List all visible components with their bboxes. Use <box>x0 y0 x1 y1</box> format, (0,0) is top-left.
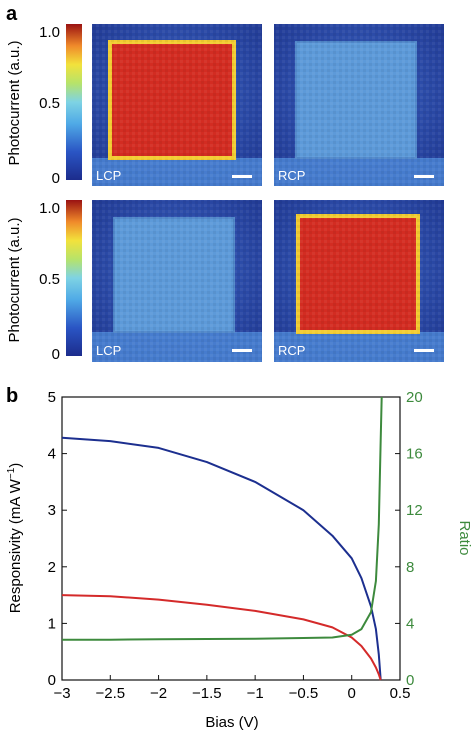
y-tick-right-label: 4 <box>406 615 414 632</box>
y-tick-right-label: 8 <box>406 559 414 576</box>
y-tick-left-label: 0 <box>48 672 56 689</box>
y-tick-left-label: 3 <box>48 502 56 519</box>
map-bottom-right: RCP <box>274 200 444 362</box>
colorbar-bottom-tick: 1.0 <box>39 200 60 217</box>
series-line-1 <box>61 594 382 681</box>
panel-b-label: b <box>6 385 18 407</box>
scale-bar <box>414 175 434 178</box>
colorbar-bottom-label: Photocurrent (a.u.) <box>6 217 23 342</box>
colorbar-top-tick: 1.0 <box>39 24 60 41</box>
y-tick-left-label: 5 <box>48 389 56 406</box>
scale-bar <box>232 349 252 352</box>
y-tick-right-label: 0 <box>406 672 414 689</box>
y-axis-left-label-end: ) <box>7 463 24 468</box>
y-tick-right-label: 20 <box>406 389 423 406</box>
scale-bar <box>414 349 434 352</box>
y-axis-left-label-main: Responsivity (mA W <box>7 478 24 613</box>
x-tick-label: −2 <box>150 685 167 702</box>
x-tick-label: −3 <box>53 685 70 702</box>
y-axis-left-label-sup: −1 <box>6 467 17 479</box>
x-tick-label: −1.5 <box>192 685 222 702</box>
y-axis-left-label: Responsivity (mA W−1) <box>6 463 24 614</box>
scale-bar <box>232 175 252 178</box>
map-bottom-left: LCP <box>92 200 262 362</box>
colorbar-bottom-tick: 0.5 <box>39 271 60 288</box>
x-tick-label: −1 <box>247 685 264 702</box>
colorbar-top <box>66 24 82 180</box>
series-line-2 <box>62 396 383 641</box>
colorbar-top-tick: 0 <box>52 170 60 187</box>
colorbar-bottom-tick: 0 <box>52 346 60 363</box>
map-polarization-label: LCP <box>96 343 121 358</box>
map-polarization-label: LCP <box>96 168 121 183</box>
y-tick-right-label: 16 <box>406 446 423 463</box>
series-line-0 <box>61 436 382 681</box>
panel-a-label: a <box>6 3 18 25</box>
y-axis-right-label: Ratio <box>456 520 473 555</box>
x-tick-label: 0 <box>348 685 356 702</box>
colorbar-bottom <box>66 200 82 356</box>
map-polarization-label: RCP <box>278 168 305 183</box>
x-tick-label: −2.5 <box>95 685 125 702</box>
y-tick-right-label: 12 <box>406 502 423 519</box>
y-tick-left-label: 4 <box>48 446 56 463</box>
map-top-right: RCP <box>274 24 444 186</box>
y-tick-left-label: 2 <box>48 559 56 576</box>
x-tick-label: 0.5 <box>390 685 411 702</box>
plot-frame <box>61 396 401 681</box>
colorbar-top-label: Photocurrent (a.u.) <box>6 40 23 165</box>
x-axis-label: Bias (V) <box>205 714 258 731</box>
y-tick-left-label: 1 <box>48 615 56 632</box>
x-tick-label: −0.5 <box>289 685 319 702</box>
map-top-left: LCP <box>92 24 262 186</box>
colorbar-top-tick: 0.5 <box>39 95 60 112</box>
map-polarization-label: RCP <box>278 343 305 358</box>
